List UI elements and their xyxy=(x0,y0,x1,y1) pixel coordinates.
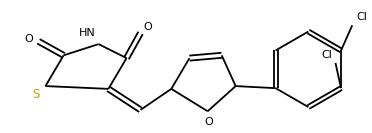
Text: S: S xyxy=(32,88,39,101)
Text: O: O xyxy=(205,117,214,127)
Text: O: O xyxy=(143,22,152,32)
Text: Cl: Cl xyxy=(322,50,333,60)
Text: O: O xyxy=(24,34,33,43)
Text: Cl: Cl xyxy=(357,12,368,22)
Text: HN: HN xyxy=(79,28,96,38)
